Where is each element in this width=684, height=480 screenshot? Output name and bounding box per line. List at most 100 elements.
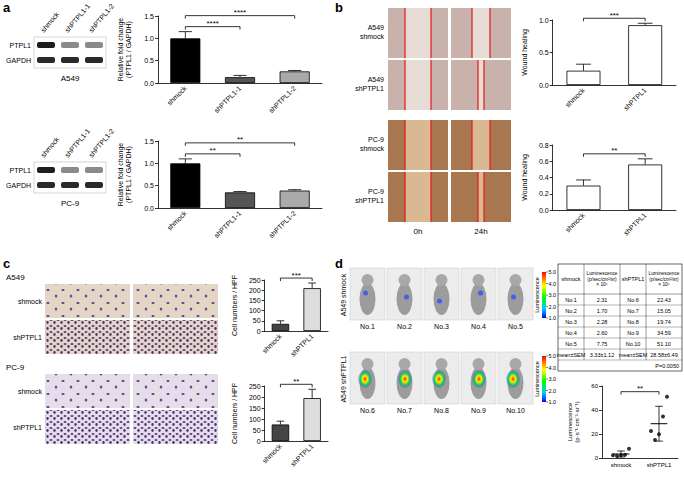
svg-text:2.60: 2.60 — [597, 330, 608, 336]
svg-text:50: 50 — [253, 317, 261, 324]
svg-text:GAPDH: GAPDH — [6, 182, 31, 189]
svg-text:shPTPL1: shPTPL1 — [355, 85, 384, 92]
svg-text:1.0: 1.0 — [144, 160, 154, 167]
svg-text:A549 shPTPL1: A549 shPTPL1 — [340, 355, 347, 402]
svg-text:No.8: No.8 — [627, 319, 639, 325]
svg-text:shmock: shmock — [564, 211, 586, 233]
svg-text:0.0: 0.0 — [144, 80, 154, 87]
svg-text:shPTPL1-2: shPTPL1-2 — [267, 84, 297, 114]
svg-text:No.6: No.6 — [627, 297, 639, 303]
svg-text:Cell numbers / HPF: Cell numbers / HPF — [231, 275, 238, 336]
svg-text:No.4: No.4 — [565, 330, 577, 336]
svg-text:a: a — [3, 0, 11, 15]
svg-text:No.1: No.1 — [565, 297, 577, 303]
svg-text:0.5: 0.5 — [144, 182, 154, 189]
svg-text:shmock: shmock — [39, 10, 60, 33]
svg-text:No.10: No.10 — [506, 407, 525, 414]
svg-text:mean±SEM: mean±SEM — [619, 352, 648, 358]
svg-text:Luminescence: Luminescence — [567, 402, 573, 441]
svg-text:24h: 24h — [474, 227, 487, 236]
svg-text:***: *** — [292, 271, 301, 280]
svg-text:shmock: shmock — [360, 145, 385, 152]
svg-text:shPTPL1-2: shPTPL1-2 — [267, 209, 297, 239]
svg-text:28.58±6.49: 28.58±6.49 — [650, 352, 678, 358]
svg-text:No.9: No.9 — [471, 407, 486, 414]
svg-text:0h: 0h — [414, 227, 423, 236]
svg-text:2.0: 2.0 — [549, 388, 557, 394]
svg-text:19.74: 19.74 — [657, 319, 671, 325]
svg-text:shmock: shmock — [166, 209, 188, 231]
svg-text:Relative fold change: Relative fold change — [117, 18, 125, 82]
svg-text:Cell numbers / HPF: Cell numbers / HPF — [231, 383, 238, 444]
svg-text:No.3: No.3 — [434, 323, 449, 330]
svg-text:1.5: 1.5 — [144, 138, 154, 145]
svg-text:3.33±1.12: 3.33±1.12 — [590, 352, 614, 358]
svg-text:P=0.0050: P=0.0050 — [655, 363, 679, 369]
svg-text:20: 20 — [591, 431, 598, 437]
svg-text:100: 100 — [249, 416, 261, 423]
svg-text:d: d — [335, 256, 343, 271]
svg-text:0.5: 0.5 — [144, 57, 154, 64]
svg-text:shmock: shmock — [18, 388, 43, 395]
svg-text:shPTPL1: shPTPL1 — [622, 211, 647, 236]
svg-text:shPTPL1: shPTPL1 — [355, 197, 384, 204]
svg-text:1.5: 1.5 — [144, 13, 154, 20]
svg-text:No.1: No.1 — [360, 323, 375, 330]
svg-text:Luminescence: Luminescence — [534, 277, 540, 312]
svg-text:(PTPL1 / GAPDH): (PTPL1 / GAPDH) — [125, 146, 133, 203]
svg-text:shPTPL1-2: shPTPL1-2 — [87, 2, 115, 33]
svg-text:34.59: 34.59 — [657, 330, 671, 336]
svg-text:Luminescence: Luminescence — [534, 361, 540, 396]
svg-text:shmock: shmock — [562, 276, 581, 282]
svg-text:GAPDH: GAPDH — [6, 57, 31, 64]
svg-text:b: b — [335, 0, 343, 15]
svg-text:A549 shmock: A549 shmock — [340, 273, 347, 316]
svg-text:shmock: shmock — [18, 298, 43, 305]
svg-text:shmock: shmock — [261, 332, 283, 354]
svg-text:c: c — [3, 256, 10, 271]
svg-text:No.4: No.4 — [471, 323, 486, 330]
svg-text:shPTPL1-1: shPTPL1-1 — [213, 84, 243, 114]
svg-text:mean±SEM: mean±SEM — [557, 352, 586, 358]
svg-text:0.0: 0.0 — [539, 82, 549, 89]
svg-text:4.0: 4.0 — [549, 365, 557, 371]
svg-text:shPTPL1: shPTPL1 — [289, 332, 314, 357]
svg-text:60: 60 — [591, 383, 598, 389]
svg-text:250: 250 — [249, 277, 261, 284]
svg-text:150: 150 — [249, 405, 261, 412]
svg-text:100: 100 — [249, 307, 261, 314]
svg-text:shmock: shmock — [166, 84, 188, 106]
svg-text:shPTPL1-1: shPTPL1-1 — [213, 209, 243, 239]
svg-text:2.31: 2.31 — [597, 297, 608, 303]
svg-text:200: 200 — [249, 394, 261, 401]
svg-text:0: 0 — [257, 438, 261, 445]
svg-text:shmock: shmock — [360, 33, 385, 40]
svg-text:0.0: 0.0 — [539, 207, 549, 214]
svg-text:shPTPL1: shPTPL1 — [647, 462, 672, 468]
svg-text:200: 200 — [249, 287, 261, 294]
svg-text:shmock: shmock — [39, 135, 60, 158]
svg-text:No.9: No.9 — [627, 330, 639, 336]
svg-text:1.0: 1.0 — [549, 399, 557, 405]
svg-text:3.0: 3.0 — [549, 376, 557, 382]
svg-text:**: ** — [293, 377, 299, 386]
svg-text:shPTPL1: shPTPL1 — [622, 86, 647, 111]
svg-text:**: ** — [611, 146, 617, 155]
svg-text:No.7: No.7 — [397, 407, 412, 414]
svg-text:150: 150 — [249, 297, 261, 304]
svg-text:1.70: 1.70 — [597, 308, 608, 314]
svg-text:PC-9: PC-9 — [368, 188, 384, 195]
svg-text:****: **** — [234, 8, 246, 17]
svg-text:PTPL1: PTPL1 — [10, 167, 32, 174]
svg-text:7.75: 7.75 — [597, 341, 608, 347]
svg-text:No.8: No.8 — [434, 407, 449, 414]
svg-text:0: 0 — [595, 455, 599, 461]
svg-text:****: **** — [206, 19, 218, 28]
svg-text:A549: A549 — [61, 74, 80, 83]
svg-text:shmock: shmock — [611, 462, 633, 468]
svg-text:A549: A549 — [368, 24, 384, 31]
svg-text:(p·s⁻¹·cm⁻²·sr⁻¹): (p·s⁻¹·cm⁻²·sr⁻¹) — [574, 401, 580, 442]
svg-text:15.05: 15.05 — [657, 308, 671, 314]
svg-text:51.10: 51.10 — [657, 341, 671, 347]
svg-text:2.28: 2.28 — [597, 319, 608, 325]
